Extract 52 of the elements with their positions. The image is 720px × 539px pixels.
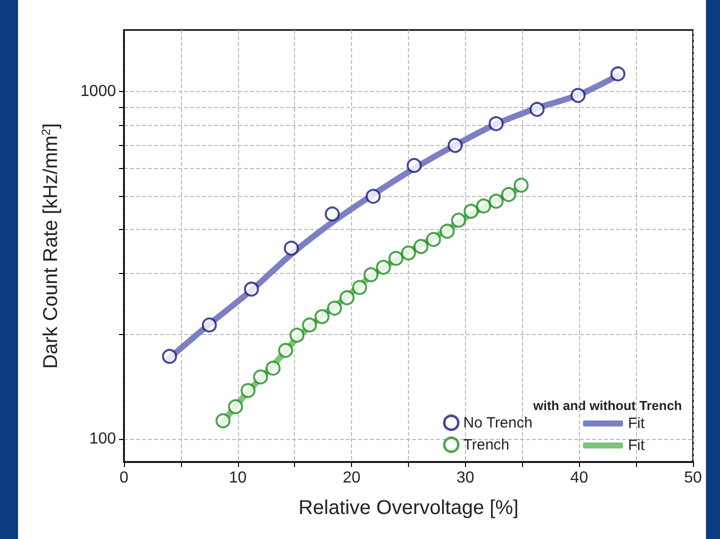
point	[327, 300, 342, 316]
x-tick-label: 20	[342, 470, 361, 486]
point	[284, 240, 299, 256]
point	[366, 188, 381, 204]
point	[451, 212, 466, 228]
point	[406, 158, 422, 173]
x-axis-title: Relative Overvoltage [%]	[298, 497, 519, 519]
point	[289, 328, 304, 343]
point	[202, 317, 217, 332]
point	[266, 360, 281, 376]
point	[324, 206, 340, 222]
legend-label: Fit	[628, 437, 646, 454]
y-axis-title: Dark Count Rate [kHz/mm2]	[39, 123, 62, 369]
legend-label: Trench	[463, 436, 510, 454]
y-tick-label: 100	[89, 430, 116, 448]
point	[448, 138, 463, 153]
point	[514, 178, 529, 193]
point	[244, 282, 259, 297]
point	[340, 290, 355, 306]
point	[216, 413, 231, 428]
point	[388, 250, 404, 266]
point	[162, 348, 178, 364]
point	[426, 232, 442, 247]
x-tick-label: 40	[570, 470, 588, 486]
x-tick-label: 10	[228, 470, 247, 486]
point	[278, 342, 294, 358]
point	[401, 245, 416, 260]
point	[314, 309, 330, 324]
point	[363, 267, 378, 282]
x-tick-label: 30	[456, 470, 474, 486]
point	[240, 383, 256, 398]
point	[440, 224, 455, 239]
point	[253, 369, 268, 384]
point	[228, 399, 244, 414]
point	[488, 194, 504, 209]
point	[302, 317, 317, 332]
point	[476, 198, 492, 214]
point	[610, 66, 626, 82]
point	[570, 88, 586, 103]
point	[530, 102, 545, 117]
x-tick-label: 0	[120, 470, 129, 486]
point	[352, 280, 368, 295]
legend-title: with and without Trench	[532, 398, 682, 413]
point	[376, 260, 391, 275]
point	[414, 238, 429, 254]
legend-label: No Trench	[463, 414, 532, 432]
point	[501, 187, 516, 202]
y-tick-label: 1000	[80, 82, 116, 100]
point	[464, 204, 479, 219]
x-tick-label: 50	[684, 470, 702, 486]
legend-label: Fit	[628, 415, 646, 432]
point	[488, 116, 504, 132]
